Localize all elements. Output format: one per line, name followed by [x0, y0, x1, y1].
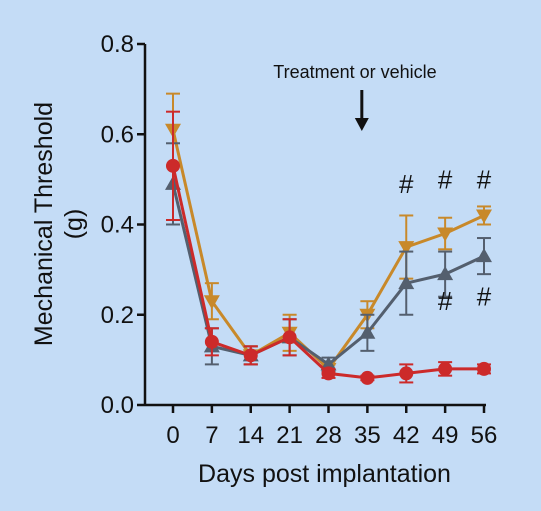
series-2-point: [438, 361, 453, 376]
series-1-point: [398, 275, 415, 290]
axes: 0.0 0.2 0.4 0.6 0.8 0 7 14 21 28 35 42 49 56 Days post…: [30, 31, 497, 488]
series-2-point: [321, 366, 336, 381]
series-2-point: [204, 334, 219, 349]
y-tick-label: 0.6: [101, 121, 134, 148]
y-axis-title-line-1: Mechanical Threshold: [30, 102, 58, 346]
x-tick-label: 14: [237, 422, 264, 449]
series-1-line: [171, 183, 485, 367]
series-2-point: [243, 348, 258, 363]
series-0-point: [203, 295, 220, 310]
x-tick-label: 21: [276, 422, 303, 449]
series-1-point: [320, 356, 337, 371]
series-2-point: [360, 370, 375, 385]
series-2-point: [166, 158, 180, 173]
series-1-point: [359, 324, 376, 339]
significance-hash: #: [399, 169, 414, 199]
series-2-line: [171, 165, 484, 380]
series-1-point: [437, 266, 454, 281]
series-2-point: [399, 366, 414, 381]
x-tick-label: 28: [315, 422, 342, 449]
significance-hash: #: [438, 164, 453, 194]
significance-hash: #: [438, 286, 453, 316]
y-tick-label: 0.0: [101, 392, 134, 419]
series-1-point: [476, 248, 492, 263]
series-layer: [165, 92, 492, 385]
y-tick-label: 0.8: [101, 31, 134, 58]
y-tick-label: 0.2: [101, 302, 134, 329]
treatment-arrow-head: [354, 118, 369, 131]
significance-hash: #: [477, 164, 492, 194]
y-axis-title-line-2: (g): [60, 209, 88, 240]
series-0-point: [437, 227, 454, 242]
series-0-point: [476, 209, 492, 224]
series-0-point: [398, 241, 415, 256]
x-tick-label: 56: [471, 422, 498, 449]
annotation-layer: Treatment or vehicle # # # # #: [273, 62, 491, 316]
y-axis-title: Mechanical Threshold(g): [30, 102, 88, 346]
x-tick-label: 35: [354, 422, 381, 449]
x-axis-title: Days post implantation: [198, 460, 451, 488]
treatment-annotation-label: Treatment or vehicle: [273, 62, 436, 82]
x-tick-label: 42: [393, 422, 420, 449]
y-tick-label: 0.4: [101, 212, 134, 239]
x-tick-label: 0: [166, 422, 179, 449]
x-tick-label: 49: [432, 422, 459, 449]
series-2-point: [282, 330, 297, 345]
x-tick-label: 7: [205, 422, 218, 449]
significance-hash: #: [477, 282, 492, 312]
series-2-point: [477, 361, 491, 376]
